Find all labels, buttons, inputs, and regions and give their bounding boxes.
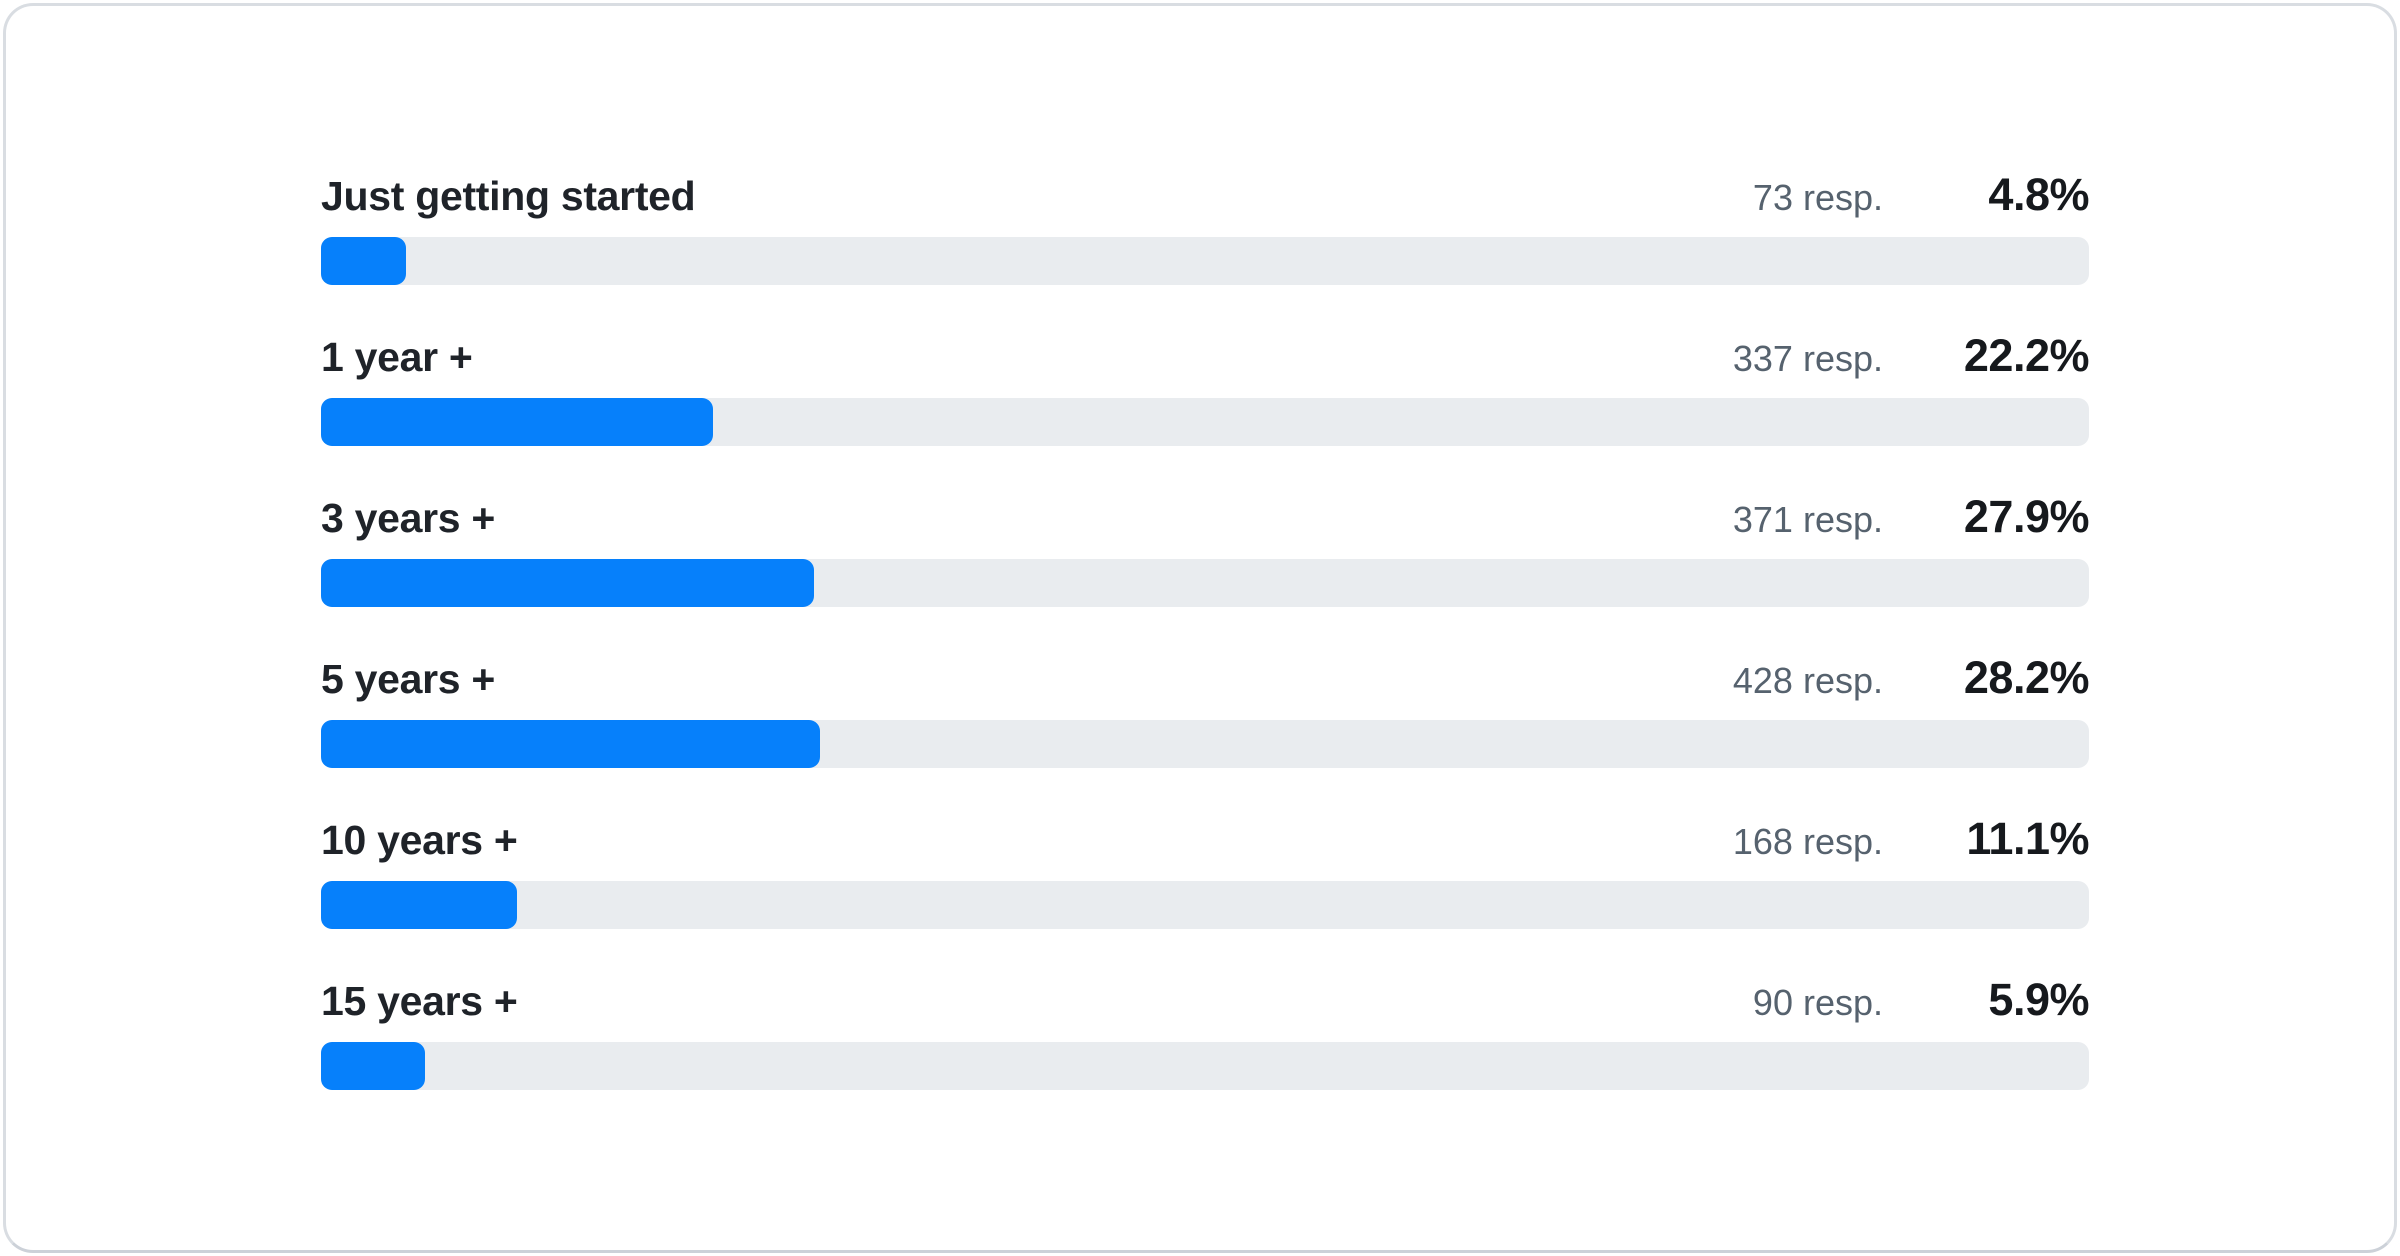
option-label: Just getting started <box>321 173 696 219</box>
option-label: 5 years + <box>321 656 495 702</box>
option-percentage: 11.1% <box>1966 813 2089 864</box>
option-response-count: 428 resp. <box>1732 660 1883 701</box>
option-response-count: 168 resp. <box>1732 821 1883 862</box>
poll-results-card: Just getting started 73 resp. 4.8% 1 yea… <box>3 3 2397 1253</box>
option-bar-fill <box>321 237 406 285</box>
option-percentage: 4.8% <box>1988 169 2089 220</box>
option-label: 3 years + <box>321 495 495 541</box>
poll-option-header: 1 year + 337 resp. 22.2% <box>321 330 2090 384</box>
option-bar-track <box>321 237 2089 285</box>
option-bar-fill <box>321 720 820 768</box>
poll-option-header: 3 years + 371 resp. 27.9% <box>321 491 2090 545</box>
option-response-count: 337 resp. <box>1732 338 1883 379</box>
poll-results-list: Just getting started 73 resp. 4.8% 1 yea… <box>321 169 2090 1136</box>
option-label: 15 years + <box>321 978 518 1024</box>
poll-option-header: 15 years + 90 resp. 5.9% <box>321 974 2090 1028</box>
option-response-count: 73 resp. <box>1752 177 1883 218</box>
option-label: 1 year + <box>321 334 473 380</box>
option-bar-fill <box>321 559 815 607</box>
poll-option-header: 5 years + 428 resp. 28.2% <box>321 652 2090 706</box>
option-bar-track <box>321 559 2089 607</box>
option-response-count: 90 resp. <box>1752 982 1883 1023</box>
poll-option-row: 15 years + 90 resp. 5.9% <box>321 974 2090 1090</box>
option-bar-fill <box>321 1042 426 1090</box>
poll-option-row: 1 year + 337 resp. 22.2% <box>321 330 2090 446</box>
option-bar-fill <box>321 398 714 446</box>
poll-option-row: Just getting started 73 resp. 4.8% <box>321 169 2090 285</box>
option-percentage: 5.9% <box>1988 974 2089 1025</box>
option-percentage: 28.2% <box>1963 652 2090 703</box>
option-response-count: 371 resp. <box>1732 499 1883 540</box>
option-bar-fill <box>321 881 518 929</box>
option-label: 10 years + <box>321 817 518 863</box>
option-bar-track <box>321 398 2089 446</box>
poll-option-row: 3 years + 371 resp. 27.9% <box>321 491 2090 607</box>
poll-option-header: Just getting started 73 resp. 4.8% <box>321 169 2090 223</box>
option-bar-track <box>321 1042 2089 1090</box>
poll-option-header: 10 years + 168 resp. 11.1% <box>321 813 2090 867</box>
option-bar-track <box>321 720 2089 768</box>
option-percentage: 27.9% <box>1963 491 2090 542</box>
poll-option-row: 5 years + 428 resp. 28.2% <box>321 652 2090 768</box>
poll-option-row: 10 years + 168 resp. 11.1% <box>321 813 2090 929</box>
option-percentage: 22.2% <box>1963 330 2090 381</box>
option-bar-track <box>321 881 2089 929</box>
